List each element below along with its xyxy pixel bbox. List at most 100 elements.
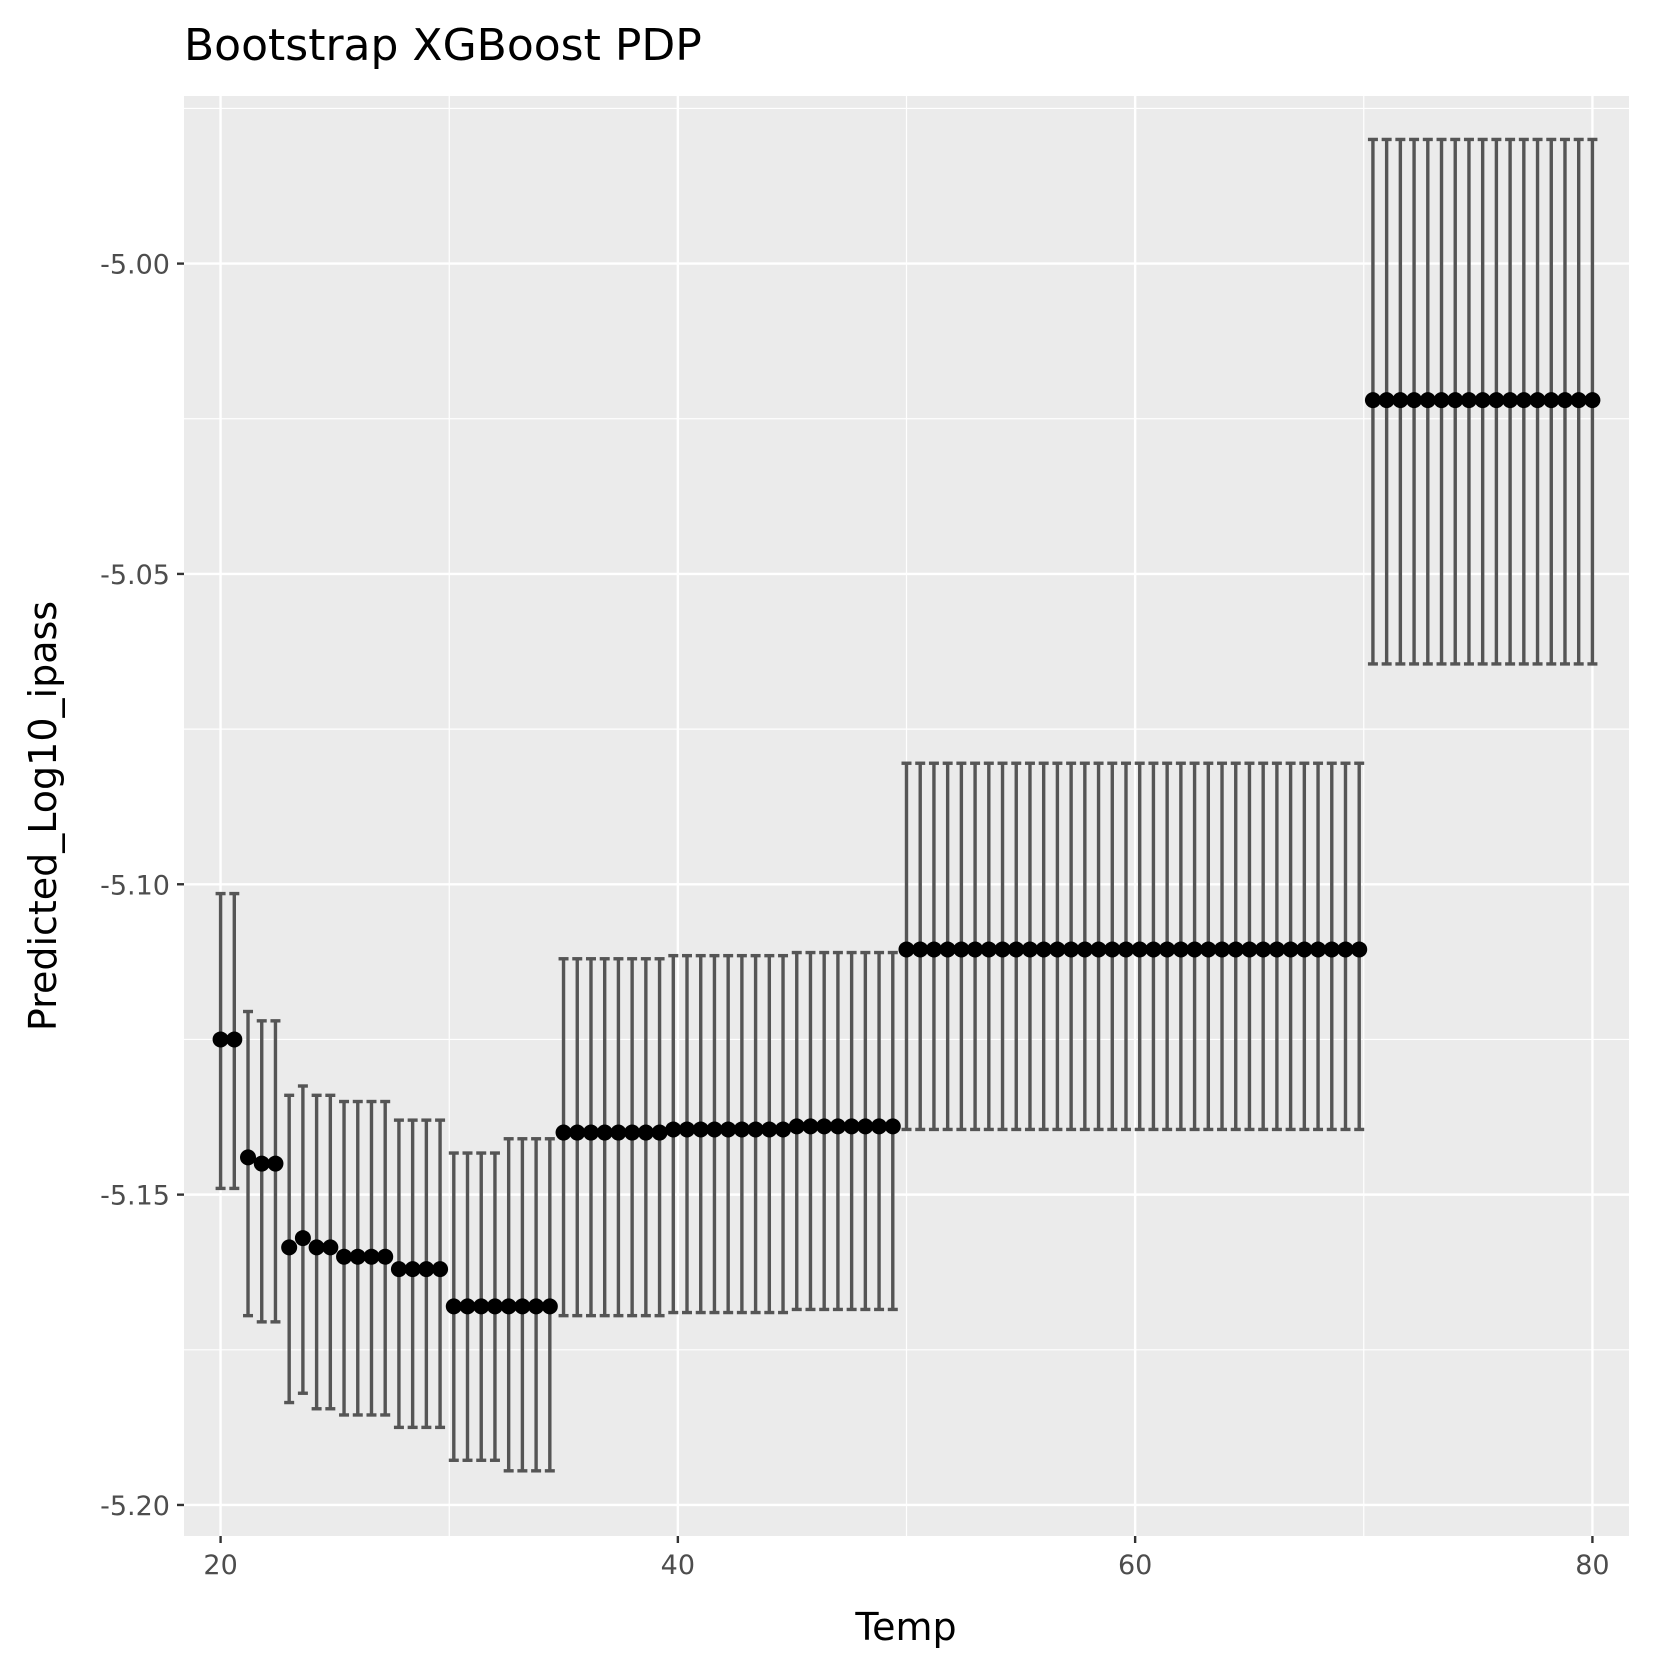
data-point <box>637 1124 654 1141</box>
y-tick-label: -5.00 <box>100 250 170 281</box>
data-point <box>1063 941 1080 958</box>
data-point <box>1392 392 1409 409</box>
data-point <box>1351 941 1368 958</box>
data-point <box>679 1121 696 1138</box>
data-point <box>1159 941 1176 958</box>
data-point <box>1200 941 1217 958</box>
data-point <box>1035 941 1052 958</box>
data-point <box>1543 392 1560 409</box>
y-tick-label: -5.05 <box>100 560 170 591</box>
data-point <box>692 1121 709 1138</box>
data-point <box>596 1124 613 1141</box>
data-point <box>1255 941 1272 958</box>
data-point <box>1008 941 1025 958</box>
data-point <box>253 1155 270 1172</box>
data-point <box>1337 941 1354 958</box>
x-axis-title: Temp <box>854 1605 956 1649</box>
data-point <box>994 941 1011 958</box>
data-point <box>912 941 929 958</box>
data-point <box>761 1121 778 1138</box>
data-point <box>1433 392 1450 409</box>
y-tick-label: -5.20 <box>100 1491 170 1522</box>
data-point <box>871 1118 888 1135</box>
data-point <box>788 1118 805 1135</box>
data-point <box>733 1121 750 1138</box>
data-point <box>1474 392 1491 409</box>
data-point <box>610 1124 627 1141</box>
data-point <box>1076 941 1093 958</box>
data-point <box>1227 941 1244 958</box>
data-point <box>541 1298 558 1315</box>
data-point <box>418 1261 435 1278</box>
x-tick-label: 40 <box>661 1550 695 1581</box>
data-point <box>1488 392 1505 409</box>
data-point <box>528 1298 545 1315</box>
chart-title: Bootstrap XGBoost PDP <box>184 20 702 71</box>
data-point <box>720 1121 737 1138</box>
data-point <box>980 941 997 958</box>
data-point <box>624 1124 641 1141</box>
x-tick-label: 60 <box>1118 1550 1152 1581</box>
data-point <box>294 1230 311 1247</box>
data-point <box>706 1121 723 1138</box>
x-axis: 20 40 60 80 <box>203 1536 1610 1581</box>
data-point <box>514 1298 531 1315</box>
data-point <box>445 1298 462 1315</box>
data-point <box>665 1121 682 1138</box>
data-point <box>1117 941 1134 958</box>
data-point <box>240 1149 257 1166</box>
data-point <box>1378 392 1395 409</box>
data-point <box>1406 392 1423 409</box>
data-point <box>829 1118 846 1135</box>
data-point <box>349 1248 366 1265</box>
data-point <box>336 1248 353 1265</box>
data-point <box>281 1239 298 1256</box>
data-point <box>857 1118 874 1135</box>
data-point <box>363 1248 380 1265</box>
data-point <box>651 1124 668 1141</box>
data-point <box>953 941 970 958</box>
y-axis: -5.20 -5.15 -5.10 -5.05 -5.00 <box>100 250 184 1522</box>
data-point <box>267 1155 284 1172</box>
data-point <box>1241 941 1258 958</box>
data-point <box>1296 941 1313 958</box>
data-point <box>500 1298 517 1315</box>
y-tick-label: -5.10 <box>100 870 170 901</box>
data-point <box>1021 941 1038 958</box>
data-point <box>1090 941 1107 958</box>
point-layer <box>212 392 1601 1315</box>
data-point <box>1145 941 1162 958</box>
data-point <box>775 1121 792 1138</box>
data-point <box>569 1124 586 1141</box>
data-point <box>555 1124 572 1141</box>
data-point <box>322 1239 339 1256</box>
data-point <box>1104 941 1121 958</box>
data-point <box>377 1248 394 1265</box>
data-point <box>1556 392 1573 409</box>
data-point <box>747 1121 764 1138</box>
data-point <box>939 941 956 958</box>
data-point <box>308 1239 325 1256</box>
data-point <box>404 1261 421 1278</box>
data-point <box>1529 392 1546 409</box>
data-point <box>925 941 942 958</box>
data-point <box>1460 392 1477 409</box>
data-point <box>486 1298 503 1315</box>
data-point <box>390 1261 407 1278</box>
data-point <box>1049 941 1066 958</box>
data-point <box>1268 941 1285 958</box>
data-point <box>1131 941 1148 958</box>
data-point <box>816 1118 833 1135</box>
data-point <box>843 1118 860 1135</box>
data-point <box>1186 941 1203 958</box>
data-point <box>582 1124 599 1141</box>
data-point <box>1310 941 1327 958</box>
y-tick-label: -5.15 <box>100 1181 170 1212</box>
data-point <box>1570 392 1587 409</box>
data-point <box>1584 392 1601 409</box>
data-point <box>1364 392 1381 409</box>
x-tick-label: 80 <box>1575 1550 1609 1581</box>
data-point <box>226 1031 243 1048</box>
data-point <box>212 1031 229 1048</box>
data-point <box>1502 392 1519 409</box>
